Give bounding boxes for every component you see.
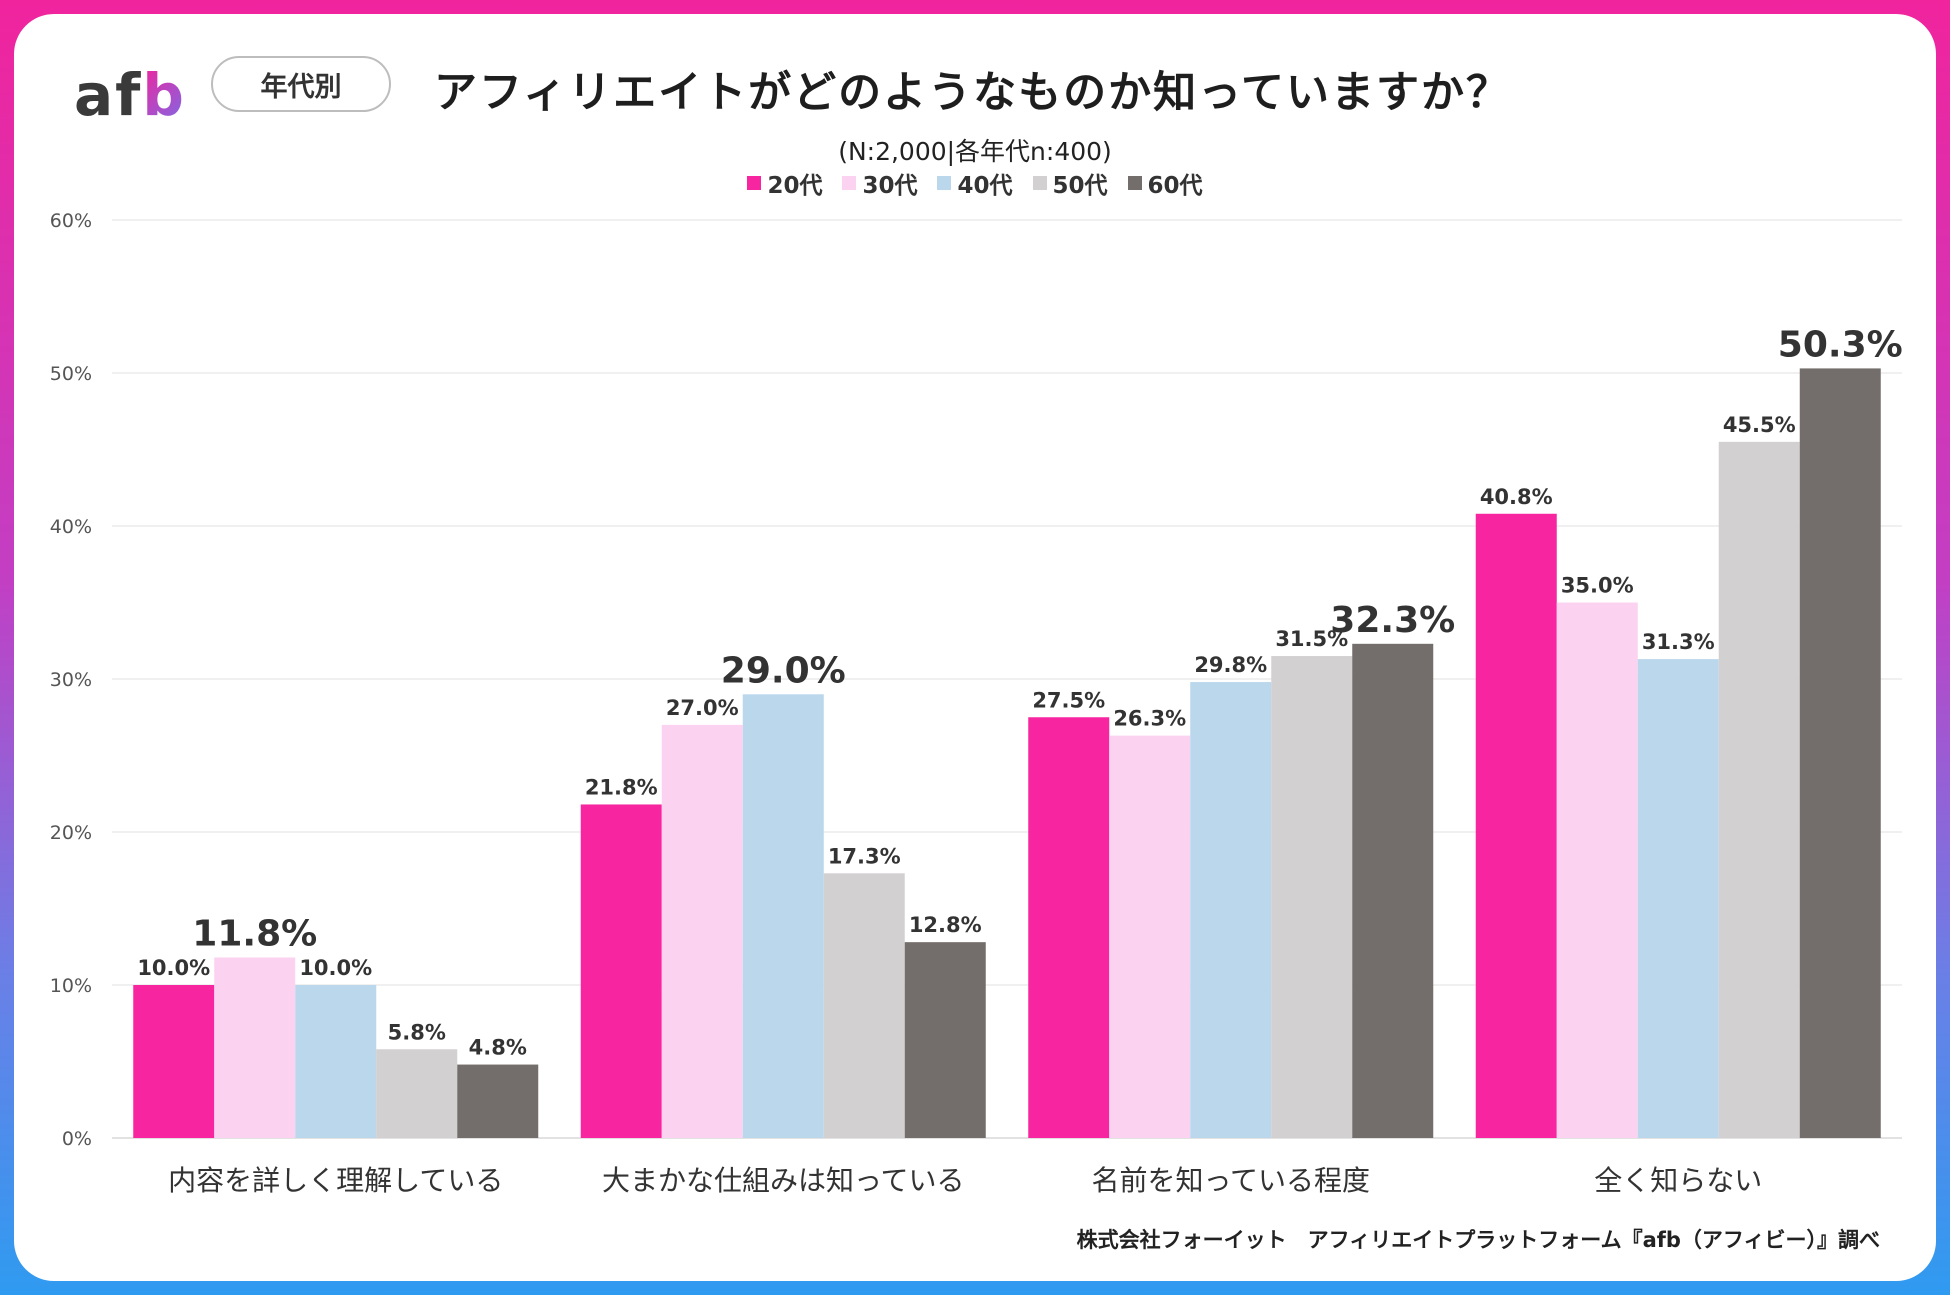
age-group-tag: 年代別 [211, 56, 391, 112]
y-tick-label: 20% [50, 822, 92, 844]
legend-swatch [937, 176, 952, 190]
value-label: 12.8% [909, 913, 982, 937]
bar-2-1 [1109, 735, 1191, 1138]
afb-logo: af b [74, 66, 186, 124]
value-label: 29.8% [1194, 653, 1267, 677]
bar-0-4 [457, 1064, 539, 1138]
bar-2-2 [1190, 682, 1272, 1138]
source-credit: 株式会社フォーイット アフィリエイトプラットフォーム『afb（アフィビー）』調べ [1076, 1228, 1880, 1252]
y-tick-label: 30% [50, 669, 92, 691]
logo-text-b: b [142, 61, 186, 129]
legend-item-1: 30代 [842, 166, 917, 200]
y-tick-label: 0% [62, 1128, 92, 1150]
bar-0-3 [376, 1049, 458, 1138]
bar-2-4 [1352, 643, 1434, 1138]
value-label: 27.0% [666, 696, 739, 720]
legend-item-0: 20代 [747, 166, 822, 200]
value-label: 10.0% [299, 956, 372, 980]
highlight-value-label: 11.8% [192, 913, 317, 954]
legend-label: 30代 [862, 173, 918, 199]
y-tick-label: 50% [50, 363, 92, 385]
legend-label: 40代 [957, 173, 1013, 199]
legend-swatch [1032, 176, 1047, 190]
legend-item-3: 50代 [1032, 166, 1108, 200]
bar-1-3 [823, 873, 905, 1138]
value-label: 45.5% [1723, 413, 1796, 437]
category-label: 内容を詳しく理解している [168, 1164, 503, 1197]
value-label: 26.3% [1113, 707, 1186, 731]
value-label: 4.8% [469, 1036, 527, 1060]
value-label: 31.5% [1275, 627, 1348, 651]
bar-3-0 [1475, 513, 1557, 1138]
category-label: 全く知らない [1594, 1164, 1762, 1197]
category-label: 名前を知っている程度 [1091, 1164, 1370, 1197]
bar-0-2 [295, 985, 377, 1138]
bar-3-3 [1718, 441, 1800, 1139]
value-label: 31.3% [1642, 630, 1715, 654]
highlight-value-label: 29.0% [721, 650, 846, 691]
bar-1-4 [904, 942, 986, 1138]
legend-item-4: 60代 [1127, 166, 1203, 200]
value-label: 35.0% [1561, 574, 1634, 598]
value-label: 5.8% [388, 1020, 446, 1044]
highlight-value-label: 32.3% [1330, 600, 1455, 641]
bar-1-1 [661, 724, 743, 1138]
legend-label: 60代 [1147, 173, 1203, 199]
category-label: 大まかな仕組みは知っている [602, 1164, 965, 1197]
bar-0-1 [214, 957, 296, 1138]
legend-swatch [1127, 176, 1142, 190]
value-label: 27.5% [1032, 688, 1105, 712]
bar-0-0 [133, 985, 215, 1138]
y-tick-label: 40% [50, 516, 92, 538]
legend-swatch [842, 176, 857, 190]
bar-2-0 [1028, 717, 1110, 1138]
bar-1-0 [580, 804, 662, 1138]
logo-text-af: af [74, 61, 143, 129]
legend: 20代 30代 40代 50代 60代 [14, 166, 1936, 200]
legend-label: 50代 [1052, 173, 1108, 199]
y-tick-label: 60% [50, 210, 92, 232]
legend-item-2: 40代 [937, 166, 1013, 200]
bar-3-4 [1799, 368, 1881, 1138]
bar-3-2 [1637, 659, 1719, 1138]
chart-title: アフィリエイトがどのようなものか知っていますか？ [434, 68, 1511, 118]
value-label: 40.8% [1480, 485, 1553, 509]
chart-subtitle: (N:2,000|各年代n:400) [838, 137, 1112, 166]
bar-3-1 [1556, 602, 1638, 1138]
value-label: 10.0% [137, 956, 210, 980]
highlight-value-label: 50.3% [1778, 324, 1903, 365]
value-label: 21.8% [585, 775, 658, 799]
value-label: 17.3% [828, 844, 901, 868]
legend-swatch [747, 176, 762, 190]
y-tick-label: 10% [50, 975, 92, 997]
bar-1-2 [742, 694, 824, 1138]
legend-label: 20代 [767, 173, 823, 199]
bar-2-3 [1271, 656, 1353, 1138]
